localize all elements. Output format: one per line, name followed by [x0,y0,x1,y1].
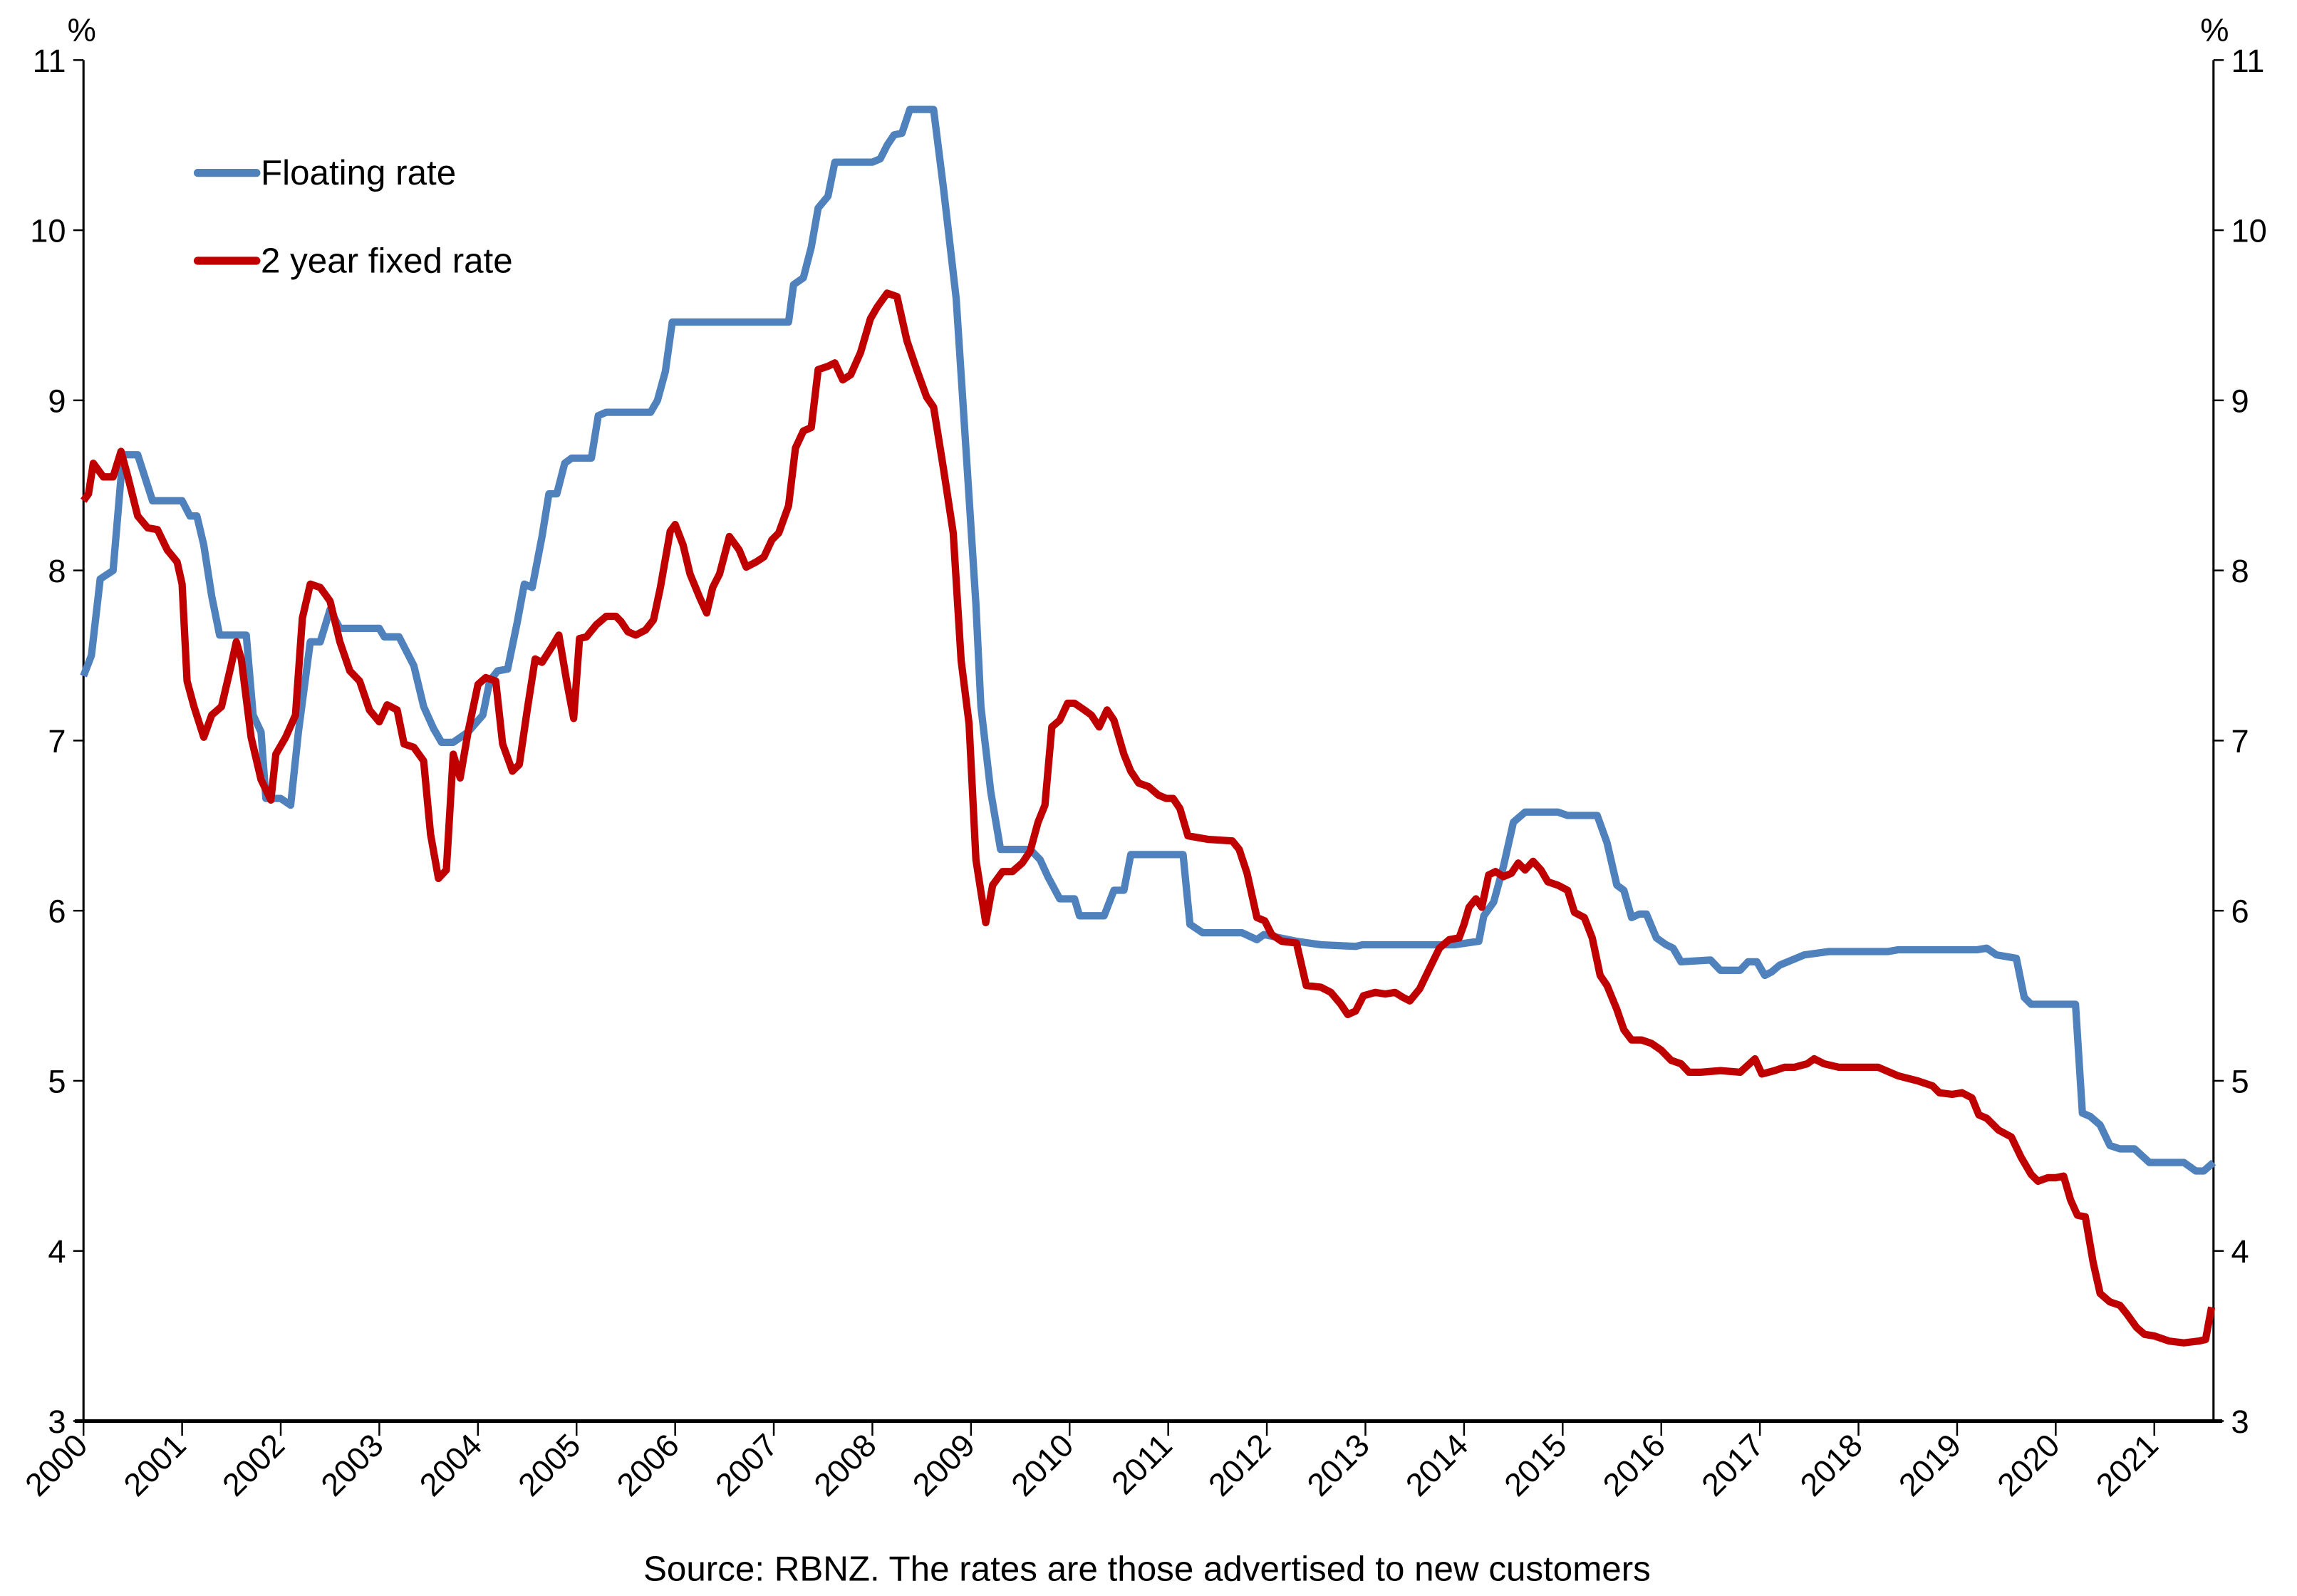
y-tick-label-right: 10 [2231,213,2266,249]
legend-label-floating: Floating rate [261,153,456,192]
x-tick-label: 2007 [708,1426,784,1503]
y-tick-label-right: 11 [2231,43,2264,79]
x-tick-label: 2019 [1892,1426,1968,1503]
legend-label-fixed: 2 year fixed rate [261,241,513,280]
y-tick-label-left: 8 [48,553,66,589]
x-tick-label: 2015 [1497,1426,1573,1503]
x-tick-label: 2008 [807,1426,883,1503]
x-tick-label: 2000 [18,1426,94,1503]
y-tick-label-left: 6 [48,893,66,930]
y-tick-label-left: 7 [48,723,66,760]
y-axis-unit-right: % [2200,12,2229,48]
x-tick-label: 2002 [215,1426,291,1503]
y-tick-label-right: 4 [2231,1233,2249,1270]
y-tick-label-left: 4 [48,1233,66,1270]
x-tick-label: 2004 [413,1426,489,1503]
series-lines [80,105,2216,1347]
x-tick-label: 2009 [906,1426,982,1503]
x-tick-label: 2021 [2089,1426,2165,1503]
y-tick-label-right: 5 [2231,1063,2249,1099]
x-tick-label: 2010 [1004,1426,1080,1503]
source-note: Source: RBNZ. The rates are those advert… [643,1550,1651,1589]
y-tick-label-right: 3 [2231,1404,2249,1440]
x-tick-label: 2005 [511,1426,587,1503]
x-tick-label: 2001 [117,1426,193,1503]
legend: Floating rate 2 year fixed rate [193,153,513,280]
x-tick-label: 2017 [1694,1426,1770,1503]
x-tick-label: 2014 [1399,1426,1475,1503]
x-tick-label: 2018 [1793,1426,1870,1503]
y-tick-label-left: 11 [33,43,66,79]
fixed-rate-line [81,289,2216,1347]
y-tick-label-left: 5 [48,1063,66,1099]
x-tick-label: 2006 [610,1426,686,1503]
x-tick-label: 2003 [314,1426,390,1503]
floating-rate-line [80,105,2216,1175]
x-tick-label: 2016 [1596,1426,1672,1503]
x-tick-label: 2013 [1300,1426,1376,1503]
y-tick-label-right: 7 [2231,723,2249,760]
x-tick-label: 2011 [1104,1426,1179,1501]
y-tick-label-left: 9 [48,383,66,419]
y-tick-label-left: 10 [30,213,66,249]
x-tick-label: 2012 [1201,1426,1277,1503]
y-tick-label-right: 6 [2231,893,2249,930]
x-tick-label: 2020 [1990,1426,2066,1503]
y-axis-unit-left: % [68,12,96,48]
y-tick-label-left: 3 [48,1404,66,1440]
y-tick-label-right: 9 [2231,383,2249,419]
y-tick-label-right: 8 [2231,553,2249,589]
